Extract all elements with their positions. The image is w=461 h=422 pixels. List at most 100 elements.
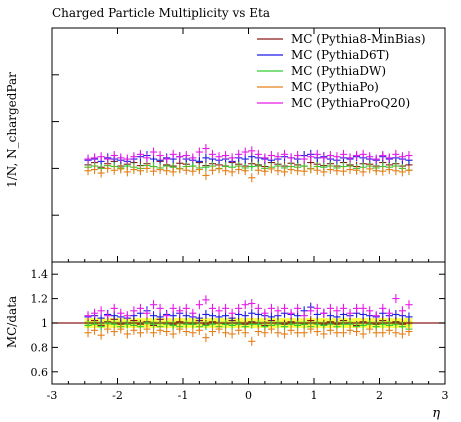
main-point-mc-pythiaproq20 — [333, 152, 341, 162]
main-point-mc-pythiapo — [280, 167, 289, 177]
ratio-point-mc-pythiapo — [385, 325, 393, 335]
main-point-mc-pythiapo — [287, 165, 295, 175]
main-point-mc-pythiaproq20 — [313, 149, 321, 159]
ratio-point-mc-pythiad6t — [405, 312, 413, 322]
ratio-point-mc-pythiapo — [235, 325, 243, 335]
x-tick-label: -1 — [178, 389, 189, 402]
ratio-point-mc-pythiaproq20 — [379, 303, 387, 313]
main-point-mc-pythiaproq20 — [339, 149, 348, 159]
ratio-point-mc-pythiaproq20 — [313, 303, 321, 313]
main-point-mc-pythiapo — [300, 166, 308, 176]
ratio-point-mc-pythiapo — [280, 329, 289, 339]
ratio-point-mc-pythiaproq20 — [333, 306, 341, 316]
ratio-point-mc-pythiadw — [221, 319, 230, 329]
main-point-mc-pythiapo — [221, 166, 230, 176]
main-point-mc-pythiapo — [294, 166, 302, 176]
main-point-mc-pythiaproq20 — [294, 151, 302, 161]
ratio-point-mc-pythiapo — [208, 327, 217, 337]
main-point-mc-pythiaproq20 — [90, 153, 99, 163]
ratio-point-mc-pythiadw — [274, 319, 282, 329]
ratio-point-mc-pythiapo — [405, 327, 413, 337]
ratio-point-mc-pythiaproq20 — [235, 303, 243, 313]
main-point-mc-pythiapo — [97, 168, 105, 178]
main-point-mc-pythiapo — [274, 166, 282, 176]
main-point-mc-pythiaproq20 — [149, 147, 158, 157]
main-point-mc-pythiaproq20 — [300, 154, 308, 164]
main-point-mc-pythiaproq20 — [254, 149, 262, 159]
ratio-point-mc-pythiapo — [313, 327, 321, 337]
main-point-mc-pythiaproq20 — [189, 153, 197, 163]
main-point-mc-pythiaproq20 — [176, 152, 184, 162]
ratio-point-mc-pythiapo — [352, 327, 361, 337]
main-point-mc-pythiaproq20 — [97, 152, 105, 162]
main-point-mc-pythiapo — [346, 165, 354, 175]
legend-label-mc-pythiaproq20: MC (PythiaProQ20) — [291, 96, 410, 110]
main-point-mc-pythiapo — [352, 165, 361, 175]
main-point-mc-pythiaproq20 — [372, 154, 380, 164]
ratio-point-mc-pythiapo — [333, 328, 341, 338]
ratio-point-mc-pythiaproq20 — [280, 303, 289, 313]
ratio-point-mc-pythiaproq20 — [320, 308, 328, 318]
x-tick-label: -2 — [112, 389, 123, 402]
main-point-mc-pythiapo — [261, 166, 269, 176]
ratio-uncertainty-band — [52, 318, 445, 328]
ratio-point-mc-pythiadw — [123, 319, 131, 329]
legend: MC (Pythia8-MinBias) MC (PythiaD6T) MC (Py… — [257, 32, 426, 110]
ratio-point-mc-pythiapo — [149, 328, 158, 338]
ratio-point-mc-pythiapo — [274, 328, 282, 338]
ratio-point-mc-pythiaproq20 — [143, 308, 151, 318]
main-point-mc-pythiapo — [385, 165, 393, 175]
main-point-mc-pythiaproq20 — [346, 153, 354, 163]
ratio-point-mc-pythiaproq20 — [136, 303, 145, 313]
main-point-mc-pythiaproq20 — [398, 152, 407, 162]
ratio-point-mc-pythiaproq20 — [90, 308, 99, 318]
ratio-y-tick-label: 1.4 — [31, 268, 49, 281]
ratio-point-mc-pythiaproq20 — [372, 311, 380, 321]
main-point-mc-pythiaproq20 — [280, 149, 289, 159]
ratio-point-mc-pythiaproq20 — [117, 308, 125, 318]
x-tick-label: 2 — [376, 389, 383, 402]
ratio-point-mc-pythiaproq20 — [208, 303, 217, 313]
ratio-point-mc-pythiaproq20 — [346, 308, 354, 318]
y-axis-label-main: 1/N, N_chargedPar — [5, 72, 19, 188]
main-point-mc-pythiapo — [372, 166, 380, 176]
main-point-mc-pythiaproq20 — [235, 149, 243, 159]
ratio-point-mc-pythiapo — [156, 325, 164, 335]
ratio-point-mc-pythiaproq20 — [149, 300, 158, 310]
main-point-mc-pythiaproq20 — [248, 146, 256, 156]
main-point-mc-pythiaproq20 — [307, 152, 315, 162]
ratio-point-mc-pythiaproq20 — [156, 303, 164, 313]
ratio-point-mc-pythiadw — [379, 319, 387, 329]
ratio-point-mc-pythiapo — [97, 330, 105, 340]
legend-label-mc-pythiadw: MC (PythiaDW) — [291, 64, 386, 78]
ratio-point-mc-pythiaproq20 — [104, 311, 112, 321]
main-point-mc-pythiaproq20 — [228, 153, 236, 163]
ratio-point-mc-pythiadw — [300, 319, 308, 329]
legend-label-mc-pythia8-minbias: MC (Pythia8-MinBias) — [291, 32, 426, 46]
main-point-mc-pythiapo — [149, 166, 158, 176]
main-point-mc-pythiapo — [110, 165, 118, 175]
main-point-mc-pythiapo — [182, 165, 190, 175]
main-point-mc-pythiaproq20 — [241, 147, 249, 157]
main-point-mc-pythiaproq20 — [117, 153, 125, 163]
ratio-point-mc-pythiapo — [182, 327, 190, 337]
main-point-mc-pythiaproq20 — [110, 151, 118, 161]
ratio-plot-points — [84, 294, 413, 346]
ratio-point-mc-pythiapo — [294, 328, 302, 338]
ratio-point-mc-pythiaproq20 — [261, 308, 269, 318]
main-point-mc-pythiapo — [248, 173, 256, 183]
ratio-point-mc-pythiapo — [163, 327, 171, 337]
ratio-point-mc-pythiaproq20 — [97, 306, 105, 316]
main-point-mc-pythiaproq20 — [274, 152, 282, 162]
ratio-point-mc-pythiaproq20 — [339, 303, 348, 313]
ratio-point-mc-pythiapo — [398, 329, 407, 339]
ratio-point-mc-pythiapo — [202, 333, 210, 343]
ratio-point-mc-pythiadw — [228, 320, 236, 330]
main-point-mc-pythiaproq20 — [392, 149, 400, 159]
ratio-point-mc-pythiaproq20 — [392, 294, 400, 304]
ratio-point-mc-pythiapo — [221, 328, 230, 338]
ratio-point-mc-pythiaproq20 — [274, 306, 282, 316]
axis-ticks: -3 -2 -1 0 1 2 3 0.6 0.8 1 1.2 1.4 — [31, 28, 449, 402]
main-point-mc-pythiapo — [379, 166, 387, 176]
main-point-mc-pythiapo — [195, 165, 203, 175]
